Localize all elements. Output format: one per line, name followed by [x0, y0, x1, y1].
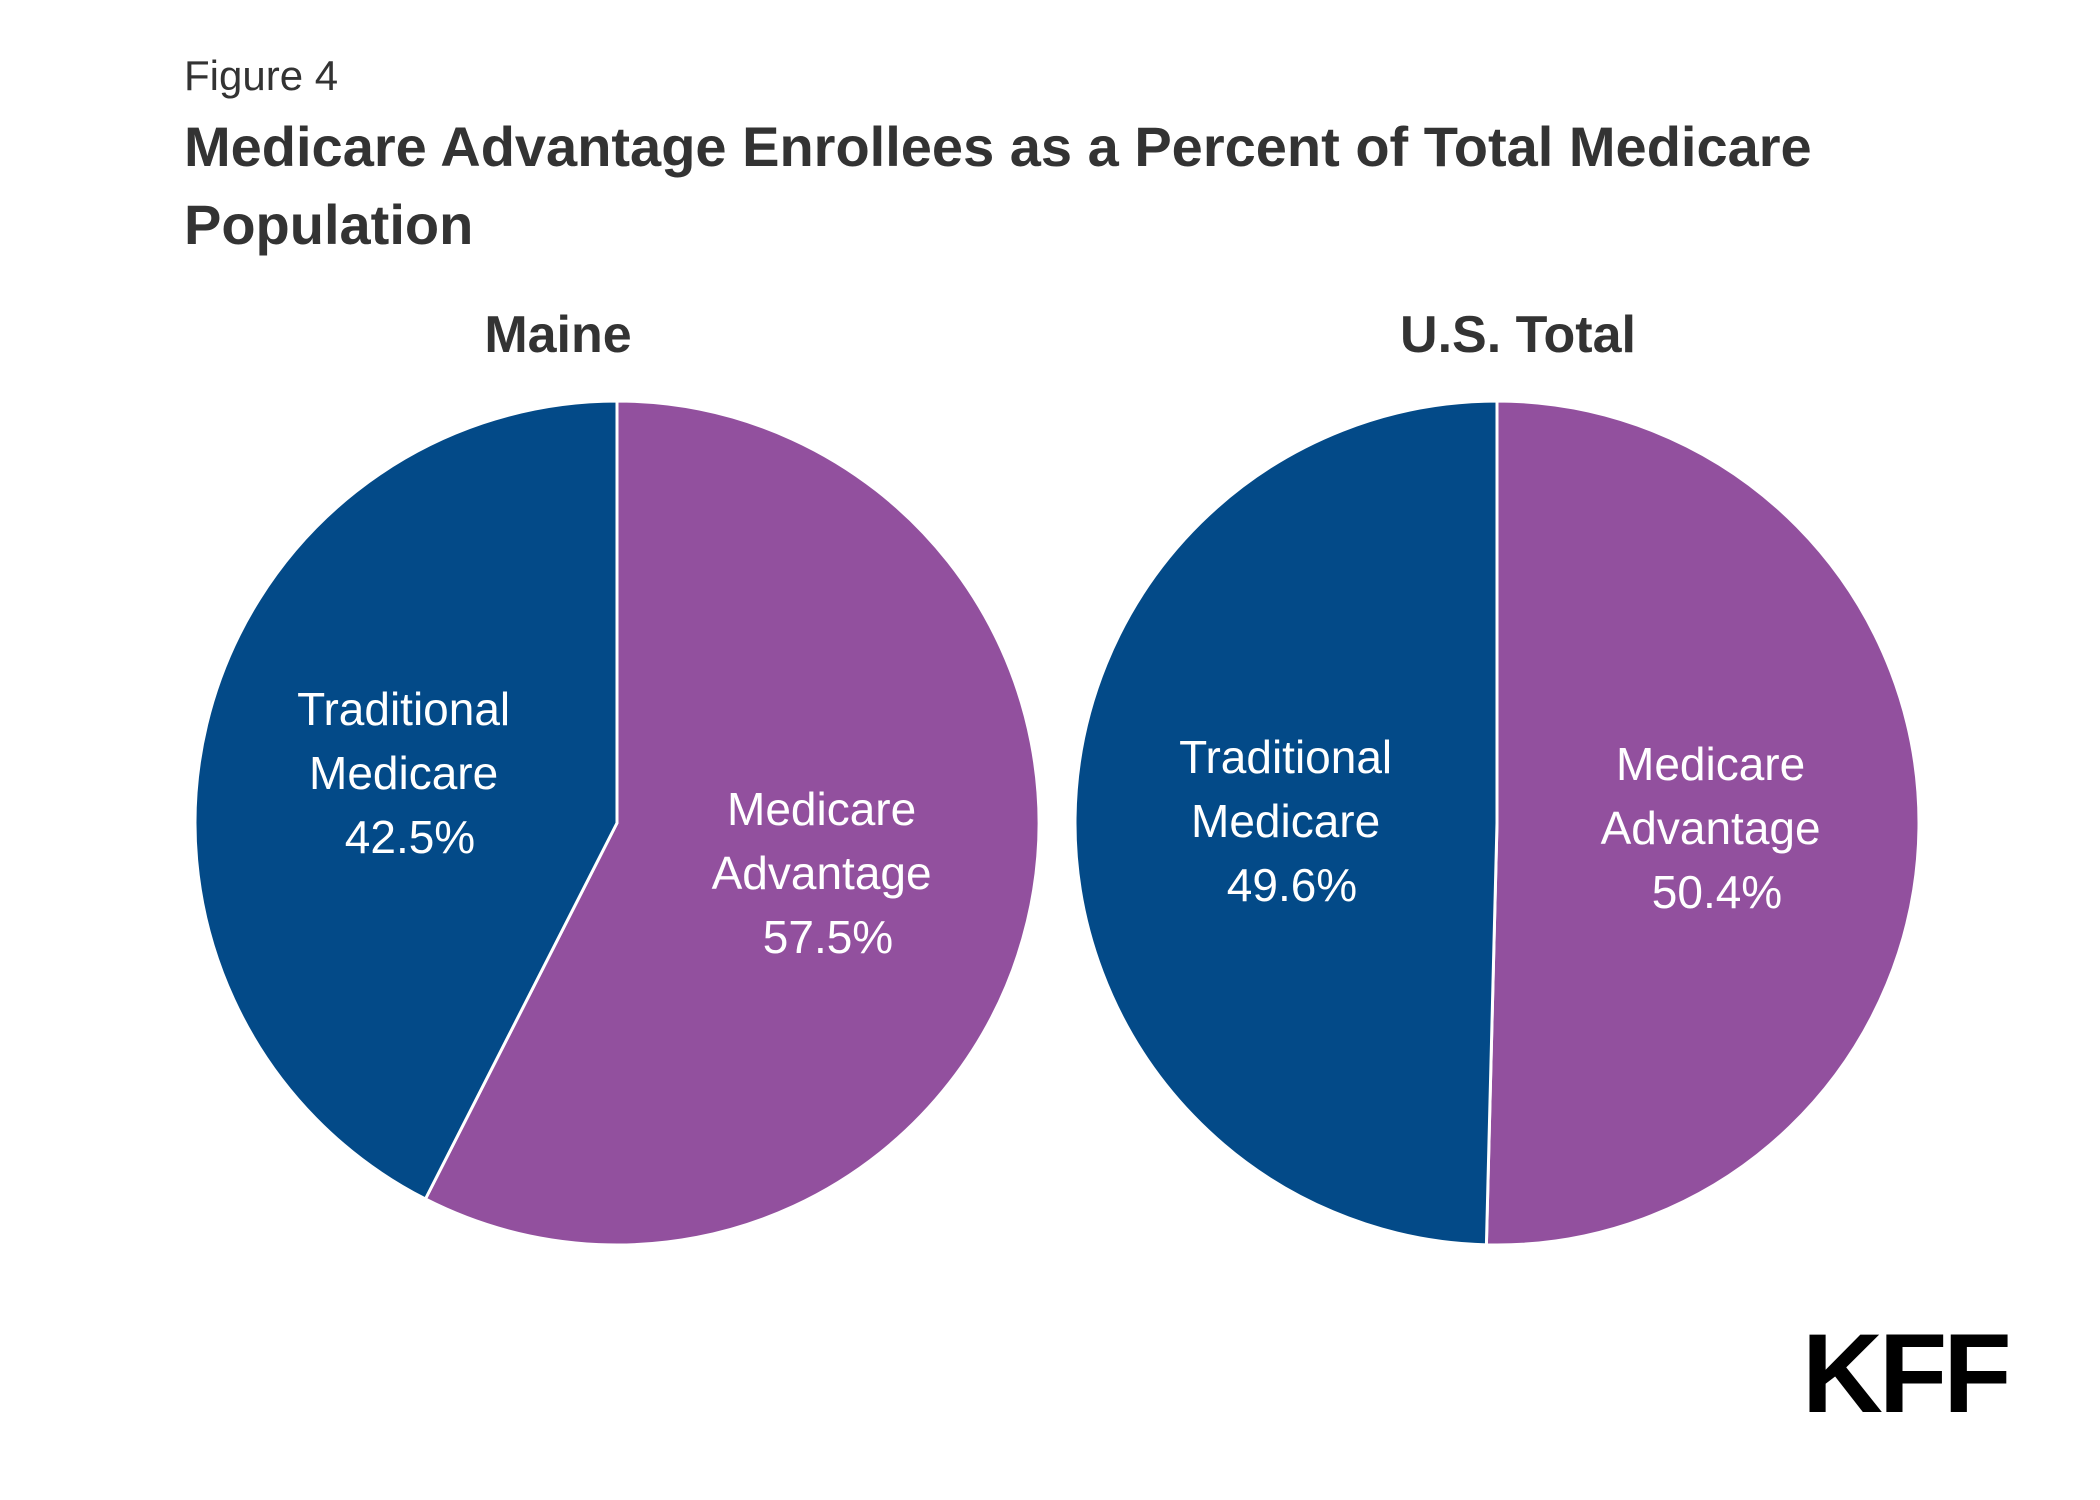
pie-title: Maine: [484, 306, 631, 364]
slice-label-line: Medicare: [1191, 795, 1380, 847]
slice-label: Medicare Advantage 57.5%: [712, 783, 945, 963]
figure-label: Figure 4: [184, 52, 339, 99]
pie-slice-traditional-medicare: [193, 399, 619, 1201]
pie-title: U.S. Total: [1400, 306, 1636, 364]
pie-chart-us-total: U.S. Total Traditional Medicare 49.6% Me…: [1073, 306, 1921, 1247]
pie-slices: [193, 399, 1041, 1247]
pie-slices: [1073, 399, 1921, 1247]
slice-label-line: Medicare: [727, 783, 916, 835]
slice-label-line: Advantage: [1601, 802, 1821, 854]
slice-label-line: Traditional: [297, 683, 510, 735]
slice-label-line: Advantage: [712, 847, 932, 899]
slice-label: Traditional Medicare 49.6%: [1179, 731, 1405, 911]
slice-label: Medicare Advantage 50.4%: [1601, 738, 1834, 918]
pie-slice-traditional-medicare: [1073, 399, 1499, 1247]
slice-label-line: Traditional: [1179, 731, 1392, 783]
pie-slice-medicare-advantage: [1484, 399, 1921, 1247]
pie-chart-maine: Maine Traditional Medicare 42.5% Medicar…: [193, 306, 1041, 1247]
slice-label-line: Medicare: [1616, 738, 1805, 790]
slice-value-label: 49.6%: [1227, 859, 1357, 911]
chart-title: Medicare Advantage Enrollees as a Percen…: [184, 115, 1812, 256]
slice-label-line: Medicare: [309, 747, 498, 799]
slice-label: Traditional Medicare 42.5%: [297, 683, 523, 863]
slice-value-label: 57.5%: [763, 911, 893, 963]
slice-value-label: 42.5%: [345, 811, 475, 863]
slice-value-label: 50.4%: [1652, 866, 1782, 918]
kff-logo: KFF: [1802, 1311, 2012, 1436]
pie-slice-medicare-advantage: [423, 399, 1041, 1247]
